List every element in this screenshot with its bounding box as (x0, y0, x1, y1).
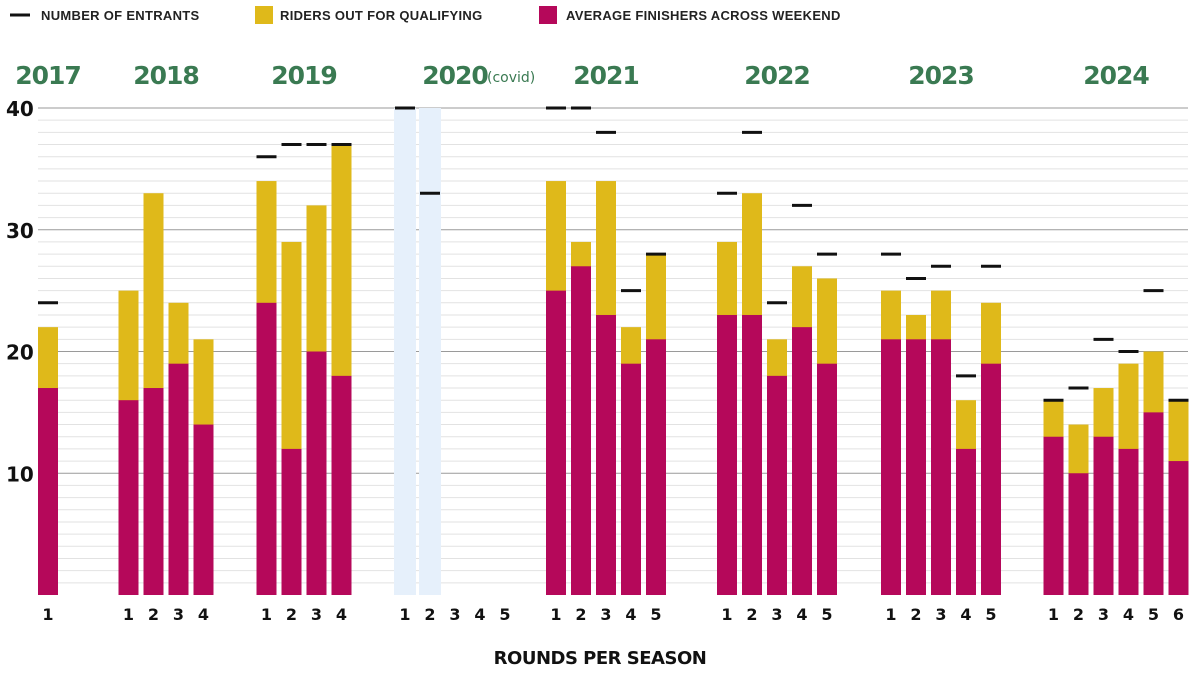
finishers-bar (792, 327, 812, 595)
finishers-bar (1118, 448, 1139, 595)
covid-shade-column (394, 108, 416, 595)
y-tick-label: 20 (6, 341, 34, 365)
round-tick-label: 2 (286, 605, 297, 624)
year-label: 2024 (1083, 61, 1149, 90)
finishers-bar (956, 448, 976, 595)
round-tick-label: 4 (336, 605, 347, 624)
finishers-bar (621, 363, 641, 595)
round-tick-label: 2 (1073, 605, 1084, 624)
round-tick-label: 4 (198, 605, 209, 624)
year-label: 2017 (15, 61, 81, 90)
round-tick-label: 4 (625, 605, 636, 624)
covid-shade-column (419, 108, 441, 595)
y-tick-label: 10 (6, 462, 34, 486)
round-tick-label: 3 (1098, 605, 1109, 624)
finishers-bar (646, 339, 666, 595)
round-tick-label: 5 (821, 605, 832, 624)
round-tick-label: 1 (261, 605, 272, 624)
legend-finishers-swatch (539, 6, 557, 24)
round-tick-label: 5 (499, 605, 510, 624)
finishers-bar (118, 400, 139, 595)
round-tick-label: 4 (474, 605, 485, 624)
round-tick-label: 2 (424, 605, 435, 624)
year-label: 2020 (422, 61, 488, 90)
round-tick-label: 2 (148, 605, 159, 624)
round-tick-label: 3 (935, 605, 946, 624)
round-tick-label: 4 (960, 605, 971, 624)
round-tick-label: 3 (311, 605, 322, 624)
finishers-bar (256, 302, 277, 595)
finishers-bar (168, 363, 189, 595)
year-label: 2019 (271, 61, 337, 90)
round-tick-label: 5 (1148, 605, 1159, 624)
covid-shading (394, 108, 441, 595)
finishers-bar (1068, 473, 1089, 595)
round-tick-label: 5 (650, 605, 661, 624)
round-tick-label: 1 (42, 605, 53, 624)
finishers-bar (596, 314, 616, 595)
round-tick-label: 2 (910, 605, 921, 624)
year-label: 2018 (133, 61, 199, 90)
round-tick-label: 4 (1123, 605, 1134, 624)
finishers-bar (306, 351, 327, 595)
finishers-bar (331, 375, 352, 595)
round-tick-label: 1 (123, 605, 134, 624)
y-tick-label: 30 (6, 219, 34, 243)
finishers-bar (717, 314, 737, 595)
legend: NUMBER OF ENTRANTS RIDERS OUT FOR QUALIF… (10, 6, 841, 24)
year-label: 2021 (573, 61, 639, 90)
round-tick-label: 5 (985, 605, 996, 624)
finishers-bar (1168, 461, 1189, 595)
y-tick-label: 40 (6, 97, 34, 121)
round-tick-label: 1 (550, 605, 561, 624)
legend-entrants-label: NUMBER OF ENTRANTS (41, 8, 200, 23)
finishers-bar (881, 339, 901, 595)
finishers-bar (546, 290, 566, 595)
year-label: 2022 (744, 61, 810, 90)
round-tick-label: 3 (173, 605, 184, 624)
round-tick-label: 4 (796, 605, 807, 624)
finishers-bar (742, 314, 762, 595)
round-tick-label: 2 (746, 605, 757, 624)
year-labels: 2017 2018 2019 2020 (covid) 2021 2022 2023 2024 (15, 61, 1150, 90)
finishers-bar (193, 424, 214, 595)
finishers-bar (38, 388, 58, 595)
finishers-bar (143, 388, 164, 595)
x-axis-title: ROUNDS PER SEASON (494, 648, 707, 669)
round-tick-label: 6 (1173, 605, 1184, 624)
round-tick-label: 2 (575, 605, 586, 624)
year-label: 2023 (908, 61, 974, 90)
finishers-bar (817, 363, 837, 595)
bars (38, 144, 1189, 596)
round-tick-label: 1 (1048, 605, 1059, 624)
legend-qualifying-label: RIDERS OUT FOR QUALIFYING (280, 8, 483, 23)
legend-qualifying-swatch (255, 6, 273, 24)
finishers-bar (981, 363, 1001, 595)
round-tick-label: 1 (399, 605, 410, 624)
finishers-bar (281, 448, 302, 595)
round-tick-label: 3 (600, 605, 611, 624)
finishers-bar (931, 339, 951, 595)
round-tick-label: 1 (885, 605, 896, 624)
finishers-bar (1043, 436, 1064, 595)
round-tick-label: 3 (449, 605, 460, 624)
finishers-bar (571, 266, 591, 595)
year-note: (covid) (487, 70, 535, 86)
round-tick-label: 1 (721, 605, 732, 624)
finishers-bar (1143, 412, 1164, 595)
finishers-bar (767, 375, 787, 595)
legend-finishers-label: AVERAGE FINISHERS ACROSS WEEKEND (566, 8, 841, 23)
finishers-bar (906, 339, 926, 595)
y-axis-ticks: 10 20 30 40 (6, 97, 34, 486)
finishers-bar (1093, 436, 1114, 595)
round-tick-label: 3 (771, 605, 782, 624)
entrant-markers (38, 106, 1189, 402)
